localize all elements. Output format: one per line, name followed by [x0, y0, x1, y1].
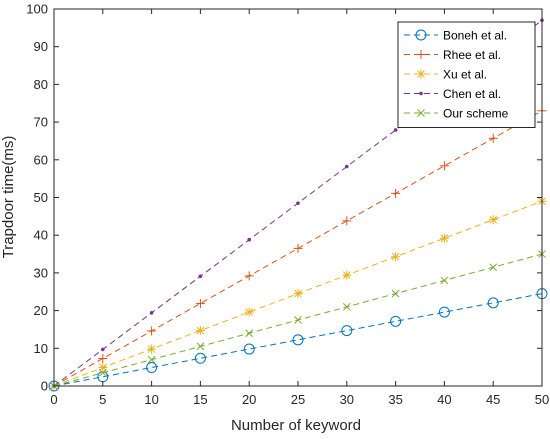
data-point-chen-et-al: [247, 237, 252, 242]
data-point-boneh-et-al: [390, 315, 402, 327]
x-tick-label: 40: [437, 392, 451, 407]
axes: 0 5 10 15 20 25 30 35 40 45 50 0 10 20 30 40 50 60 70 80 90 1…: [26, 2, 549, 408]
data-point-our-scheme: [147, 355, 156, 364]
data-point-chen-et-al: [296, 201, 300, 206]
x-axis-label: Number of keyword: [231, 417, 361, 434]
data-point-chen-et-al: [344, 164, 349, 169]
data-point-boneh-et-al: [194, 352, 206, 364]
x-tick-label: 45: [486, 392, 500, 407]
series-boneh-et-al: [48, 288, 548, 392]
data-point-xu-et-al: [244, 307, 254, 317]
x-tick-label: 50: [535, 392, 549, 407]
y-tick-label: 0: [41, 379, 48, 394]
data-point-rhee-et-al: [342, 216, 352, 226]
data-point-chen-et-al: [198, 274, 203, 279]
data-point-xu-et-al: [98, 363, 108, 373]
y-tick-label: 70: [34, 115, 48, 130]
x-tick-label: 0: [50, 392, 57, 407]
legend-marker: [415, 29, 427, 41]
y-tick-label: 90: [34, 39, 48, 54]
data-point-boneh-et-al: [292, 334, 304, 346]
data-point-xu-et-al: [147, 344, 157, 354]
data-point-rhee-et-al: [488, 133, 498, 143]
legend-label: Our scheme: [443, 107, 509, 121]
data-point-rhee-et-al: [195, 298, 205, 308]
y-tick-label: 80: [34, 77, 48, 92]
data-point-boneh-et-al: [243, 343, 255, 355]
data-point-our-scheme: [440, 276, 449, 285]
y-tick-label: 10: [34, 341, 48, 356]
data-point-rhee-et-al: [98, 353, 108, 363]
series-layer: [48, 18, 548, 392]
data-point-xu-et-al: [342, 270, 352, 280]
data-point-chen-et-al: [393, 128, 398, 132]
data-point-our-scheme: [98, 368, 107, 377]
y-tick-label: 20: [34, 303, 48, 318]
legend-marker: [417, 109, 425, 117]
data-point-our-scheme: [342, 302, 351, 311]
y-tick-label: 30: [34, 265, 48, 280]
data-point-boneh-et-al: [341, 325, 353, 337]
legend-label: Xu et al.: [443, 68, 487, 82]
legend: Boneh et al. Rhee et al. Xu et al. Chen et …: [397, 21, 536, 128]
y-tick-label: 40: [34, 228, 48, 243]
legend-item-xu-et-al: Xu et al.: [404, 68, 487, 82]
x-tick-label: 35: [388, 392, 402, 407]
legend-label: Chen et al.: [443, 87, 501, 101]
data-point-chen-et-al: [100, 347, 105, 352]
legend-marker: [416, 50, 426, 59]
data-point-our-scheme: [489, 263, 498, 272]
legend-label: Boneh et al.: [443, 29, 507, 43]
x-tick-label: 20: [242, 392, 256, 407]
x-tick-label: 15: [193, 392, 207, 407]
data-point-xu-et-al: [195, 326, 205, 336]
legend-item-rhee-et-al: Rhee et al.: [404, 48, 501, 62]
series-line-boneh-et-al: [53, 293, 543, 387]
data-point-our-scheme: [294, 316, 302, 324]
x-tick-label: 5: [99, 392, 106, 407]
data-point-xu-et-al: [391, 252, 401, 262]
legend-label: Rhee et al.: [443, 48, 501, 62]
data-point-rhee-et-al: [147, 326, 157, 336]
y-axis-label: Trapdoor time(ms): [0, 136, 17, 259]
legend-item-chen-et-al: Chen et al.: [404, 87, 501, 101]
data-point-xu-et-al: [293, 289, 303, 299]
x-tick-label: 10: [144, 392, 158, 407]
legend-marker: [419, 91, 423, 96]
data-point-rhee-et-al: [293, 243, 303, 253]
data-point-chen-et-al: [149, 311, 154, 315]
data-point-rhee-et-al: [244, 271, 254, 281]
x-tick-label: 25: [291, 392, 305, 407]
data-point-rhee-et-al: [391, 188, 401, 198]
data-point-our-scheme: [196, 342, 205, 351]
y-tick-label: 100: [26, 2, 48, 17]
legend-marker: [416, 69, 426, 79]
legend-item-our-scheme: Our scheme: [404, 107, 509, 121]
data-point-our-scheme: [391, 289, 400, 298]
data-point-xu-et-al: [488, 215, 498, 225]
data-point-boneh-et-al: [487, 297, 499, 309]
data-point-rhee-et-al: [439, 161, 449, 171]
data-point-xu-et-al: [439, 233, 449, 243]
y-tick-label: 50: [34, 190, 48, 205]
x-tick-label: 30: [340, 392, 354, 407]
legend-item-boneh-et-al: Boneh et al.: [404, 29, 507, 43]
data-point-boneh-et-al: [146, 362, 158, 374]
data-point-boneh-et-al: [438, 306, 450, 318]
data-point-our-scheme: [245, 329, 254, 338]
y-tick-label: 60: [34, 152, 48, 167]
